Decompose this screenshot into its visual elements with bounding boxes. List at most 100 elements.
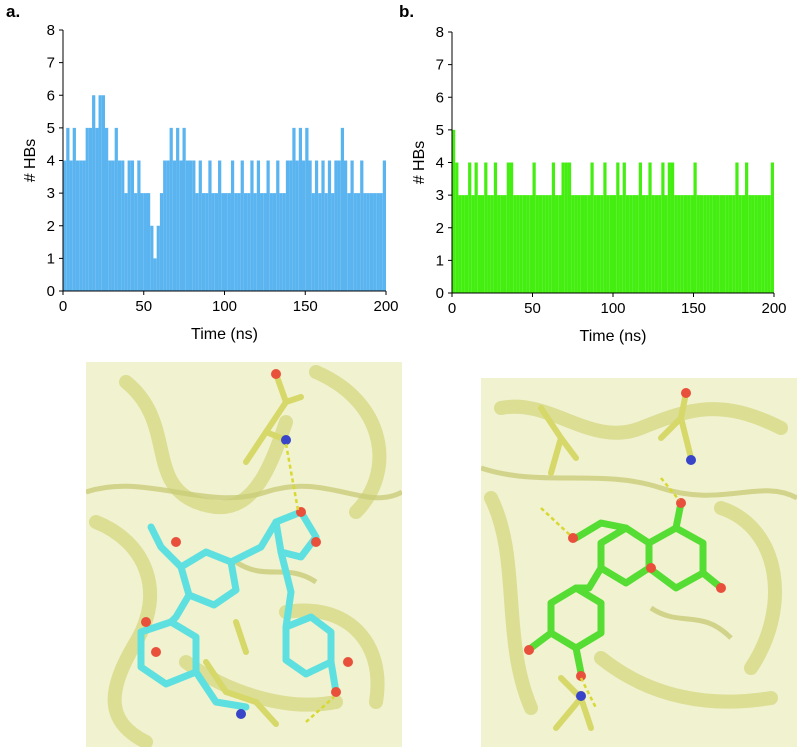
bar xyxy=(751,195,755,293)
bar xyxy=(256,160,261,291)
y-tick-label: 8 xyxy=(47,22,55,39)
x-tick-label: 50 xyxy=(135,298,152,315)
bar xyxy=(635,195,639,293)
bar xyxy=(480,195,485,293)
bar xyxy=(182,127,186,291)
bar xyxy=(648,162,652,293)
bar xyxy=(468,162,472,293)
panel-label-a: a. xyxy=(6,2,21,21)
protein-loops xyxy=(86,483,402,585)
bar xyxy=(292,127,296,291)
bar xyxy=(260,193,264,291)
bar xyxy=(719,195,723,293)
bar xyxy=(250,160,254,291)
y-tick-label: 3 xyxy=(47,185,55,202)
bar xyxy=(350,160,354,291)
y-tick-label: 8 xyxy=(436,24,444,41)
bar xyxy=(706,195,710,293)
bar xyxy=(712,195,717,293)
bar xyxy=(104,127,109,291)
bar xyxy=(545,195,549,293)
bar xyxy=(137,160,141,291)
bar xyxy=(308,160,312,291)
bar xyxy=(654,195,659,293)
bar xyxy=(677,195,681,293)
bar xyxy=(240,160,244,291)
bar xyxy=(69,160,73,291)
y-axis-label: # HBs xyxy=(411,141,428,185)
bar xyxy=(738,195,742,293)
bar xyxy=(363,193,367,291)
bar xyxy=(150,225,154,291)
bar xyxy=(519,195,523,293)
bar xyxy=(754,195,758,293)
bar xyxy=(629,195,633,293)
bar xyxy=(548,195,552,293)
bar xyxy=(376,193,380,291)
bar xyxy=(179,160,183,291)
bar xyxy=(584,195,588,293)
y-tick-label: 2 xyxy=(436,220,444,237)
bar xyxy=(667,162,671,293)
bar xyxy=(279,193,283,291)
bar xyxy=(474,162,478,293)
bar xyxy=(98,95,102,291)
bar xyxy=(195,193,199,291)
bar xyxy=(551,162,556,293)
bar xyxy=(513,195,517,293)
bar xyxy=(532,162,536,293)
hbond-lines-b xyxy=(540,477,680,709)
bar xyxy=(121,160,125,291)
y-tick-label: 4 xyxy=(436,155,444,172)
bar xyxy=(761,195,765,293)
bar xyxy=(538,195,543,293)
bar xyxy=(356,193,361,291)
bar xyxy=(622,162,626,293)
bar xyxy=(218,160,222,291)
bar xyxy=(606,195,610,293)
bar xyxy=(130,160,135,291)
oxygen-atoms-b xyxy=(524,388,726,681)
bar xyxy=(461,195,465,293)
bar xyxy=(221,193,225,291)
bar xyxy=(748,195,752,293)
bar xyxy=(670,162,675,293)
y-tick-label: 1 xyxy=(436,252,444,269)
bar xyxy=(75,160,80,291)
bar xyxy=(92,95,96,291)
bar xyxy=(224,193,228,291)
bar xyxy=(603,162,607,293)
y-tick-label: 0 xyxy=(436,285,444,302)
bar xyxy=(298,127,303,291)
bar xyxy=(114,127,118,291)
bar xyxy=(522,195,527,293)
bar xyxy=(185,160,189,291)
x-axis-label: Time (ns) xyxy=(580,328,647,345)
bar xyxy=(770,162,774,293)
bar xyxy=(638,162,642,293)
panel-label-b: b. xyxy=(399,2,415,21)
bar xyxy=(596,195,601,293)
bar xyxy=(285,160,290,291)
bar xyxy=(169,127,173,291)
bar xyxy=(82,160,86,291)
bar xyxy=(728,195,733,293)
bar xyxy=(619,195,623,293)
bar xyxy=(580,195,585,293)
bar xyxy=(641,195,646,293)
bar xyxy=(493,162,498,293)
bar xyxy=(124,193,128,291)
bar xyxy=(699,195,704,293)
bar xyxy=(127,160,131,291)
y-tick-label: 2 xyxy=(47,218,55,235)
bar xyxy=(211,193,215,291)
bar xyxy=(658,195,662,293)
protein-loops xyxy=(481,465,797,640)
bar xyxy=(477,195,481,293)
y-tick-label: 0 xyxy=(47,283,55,300)
y-tick-label: 5 xyxy=(436,122,444,139)
bar xyxy=(373,193,377,291)
protein-ribbons xyxy=(89,365,387,747)
bar xyxy=(321,160,325,291)
hbond-chart-a: 0 1 2 3 4 5 6 7 8 0 50 100 150 200 Time (ns) # HBs xyxy=(22,22,399,343)
